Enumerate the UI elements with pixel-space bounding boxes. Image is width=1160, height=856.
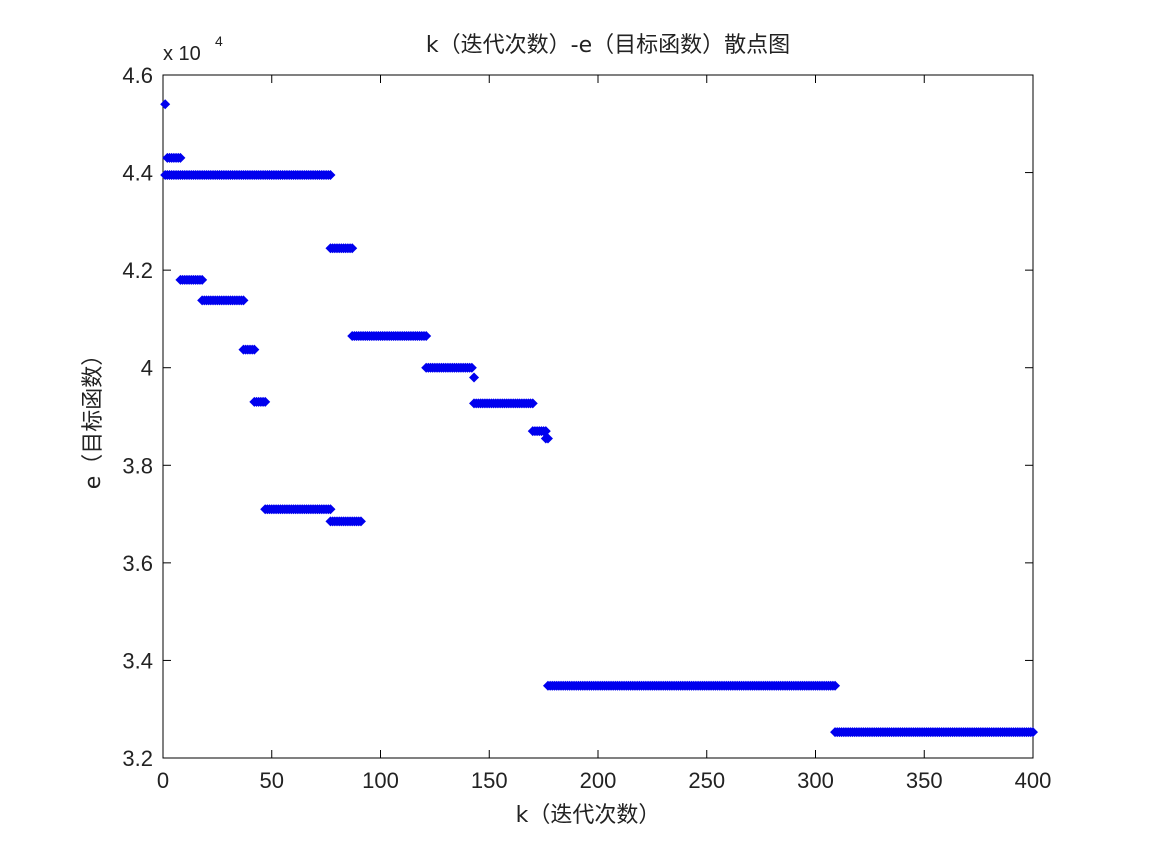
y-tick-label: 3.2 — [122, 746, 153, 771]
y-axis-ticks: 3.2 3.4 3.6 3.8 4 4.2 4.4 4.6 — [122, 63, 1033, 771]
x-tick-label: 200 — [580, 768, 617, 793]
x-tick-label: 50 — [260, 768, 284, 793]
data-point — [249, 344, 260, 355]
data-point — [160, 99, 171, 110]
chart-title: k（迭代次数）-e（目标函数）散点图 — [426, 33, 790, 58]
x-tick-label: 0 — [157, 768, 169, 793]
data-point — [540, 426, 551, 437]
data-point — [347, 243, 358, 254]
y-tick-label: 4 — [141, 356, 153, 381]
data-point — [197, 274, 208, 285]
data-point — [421, 331, 432, 342]
x-tick-label: 100 — [362, 768, 399, 793]
data-point — [830, 680, 841, 691]
data-point — [466, 362, 477, 373]
data-point — [1028, 727, 1038, 738]
data-point — [469, 372, 480, 383]
data-point — [542, 433, 553, 444]
y-axis-label: e（目标函数） — [81, 344, 106, 490]
x-axis-label: k（迭代次数） — [516, 803, 661, 828]
y-axis-multiplier: x 10 4 — [163, 33, 223, 65]
x-axis-ticks: 0 50 100 150 200 250 300 350 400 — [157, 75, 1051, 793]
data-points — [160, 99, 1038, 738]
x-tick-label: 250 — [688, 768, 725, 793]
data-point — [175, 152, 186, 163]
x-tick-label: 400 — [1015, 768, 1052, 793]
data-point — [325, 170, 336, 181]
data-point — [325, 504, 336, 515]
data-point — [527, 398, 538, 409]
plot-area — [162, 74, 1034, 759]
data-point — [260, 396, 271, 407]
x-tick-label: 150 — [471, 768, 508, 793]
y-tick-label: 4.2 — [122, 258, 153, 283]
y-tick-label: 3.6 — [122, 551, 153, 576]
data-point — [355, 516, 366, 527]
data-point — [238, 295, 249, 306]
y-tick-label: 4.4 — [122, 161, 153, 186]
x-tick-label: 350 — [906, 768, 943, 793]
y-tick-label: 3.4 — [122, 648, 153, 673]
y-multiplier-exponent: 4 — [215, 33, 223, 49]
y-multiplier-base: x 10 — [163, 43, 201, 65]
y-tick-label: 4.6 — [122, 63, 153, 88]
y-tick-label: 3.8 — [122, 453, 153, 478]
x-tick-label: 300 — [797, 768, 834, 793]
